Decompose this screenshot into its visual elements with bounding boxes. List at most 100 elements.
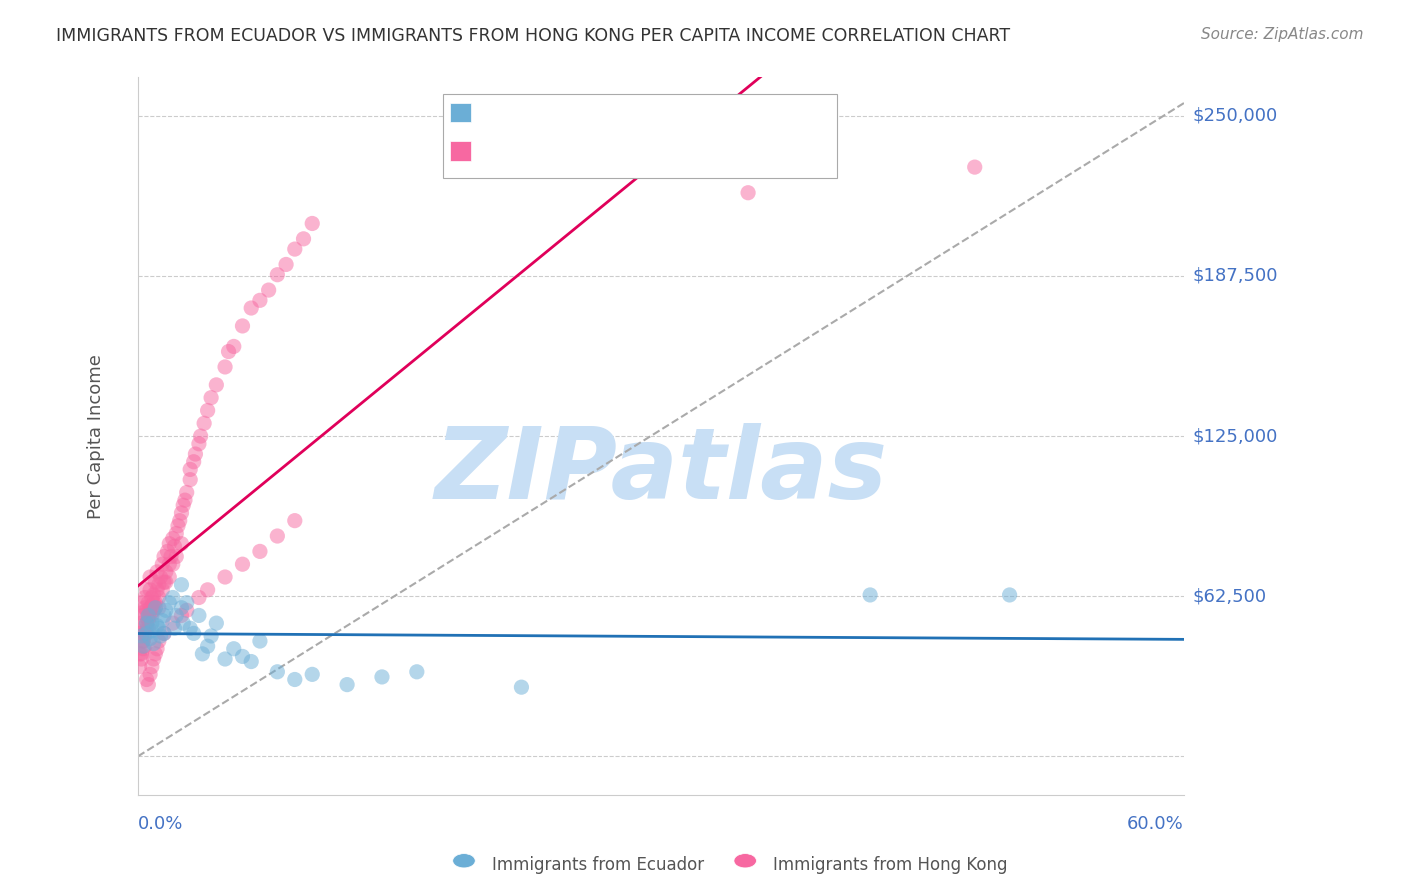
Text: IMMIGRANTS FROM ECUADOR VS IMMIGRANTS FROM HONG KONG PER CAPITA INCOME CORRELATI: IMMIGRANTS FROM ECUADOR VS IMMIGRANTS FR… [56, 27, 1011, 45]
Point [187, 591, 209, 605]
Point [134, 626, 156, 640]
Point [131, 647, 153, 661]
Point [184, 447, 207, 461]
Point [257, 283, 280, 297]
Point [172, 498, 194, 512]
Point [141, 591, 163, 605]
Point [142, 637, 165, 651]
Point [138, 678, 160, 692]
Point [240, 655, 263, 669]
Point [148, 621, 170, 635]
Point [142, 652, 165, 666]
Point [170, 537, 193, 551]
Point [134, 639, 156, 653]
Point [149, 629, 172, 643]
Point [162, 616, 184, 631]
Point [176, 485, 198, 500]
Point [146, 641, 169, 656]
Point [150, 558, 173, 572]
Point [135, 621, 157, 635]
Point [170, 608, 193, 623]
Point [163, 539, 186, 553]
Text: Immigrants from Ecuador: Immigrants from Ecuador [492, 856, 704, 874]
Point [138, 596, 160, 610]
Point [214, 570, 236, 584]
Point [179, 462, 201, 476]
Point [131, 596, 153, 610]
Point [139, 632, 162, 646]
Point [165, 549, 187, 564]
Point [176, 596, 198, 610]
Point [266, 529, 288, 543]
Point [371, 670, 394, 684]
Point [963, 160, 986, 174]
Point [132, 608, 155, 623]
Point [138, 614, 160, 628]
Point [132, 641, 155, 656]
Point [128, 659, 150, 673]
Point [131, 629, 153, 643]
Point [146, 565, 169, 579]
Point [190, 429, 212, 443]
Point [231, 558, 253, 572]
Point [174, 493, 197, 508]
Text: 0.0%: 0.0% [138, 815, 183, 833]
Point [160, 549, 183, 564]
Point [510, 680, 533, 694]
Point [148, 577, 170, 591]
Point [336, 678, 359, 692]
Point [292, 232, 315, 246]
Point [143, 647, 166, 661]
Point [162, 558, 184, 572]
Point [193, 417, 215, 431]
Point [143, 575, 166, 590]
Point [163, 621, 186, 635]
Point [146, 618, 169, 632]
Point [176, 603, 198, 617]
Point [135, 582, 157, 597]
Point [141, 616, 163, 631]
Point [134, 629, 156, 643]
Point [131, 616, 153, 631]
Point [156, 544, 179, 558]
Point [143, 600, 166, 615]
Point [142, 596, 165, 610]
Text: $125,000: $125,000 [1192, 427, 1278, 445]
Point [131, 606, 153, 620]
Point [155, 575, 177, 590]
Text: Immigrants from Hong Kong: Immigrants from Hong Kong [773, 856, 1008, 874]
Point [284, 673, 307, 687]
Point [197, 639, 219, 653]
Point [135, 616, 157, 631]
Point [157, 570, 180, 584]
Point [131, 652, 153, 666]
Point [139, 667, 162, 681]
Point [214, 652, 236, 666]
Point [132, 639, 155, 653]
Point [249, 634, 271, 648]
Point [284, 242, 307, 256]
Point [153, 626, 176, 640]
Point [162, 591, 184, 605]
Point [205, 377, 228, 392]
Point [191, 647, 214, 661]
Point [153, 575, 176, 590]
Point [141, 624, 163, 638]
Point [132, 621, 155, 635]
Point [231, 649, 253, 664]
Point [301, 667, 323, 681]
Point [405, 665, 427, 679]
Text: $250,000: $250,000 [1192, 107, 1278, 125]
Point [132, 634, 155, 648]
Point [139, 600, 162, 615]
Text: ZIPatlas: ZIPatlas [434, 424, 887, 520]
Point [170, 577, 193, 591]
Text: N = 111: N = 111 [605, 143, 675, 161]
Point [155, 565, 177, 579]
Point [266, 268, 288, 282]
Point [214, 359, 236, 374]
Point [148, 591, 170, 605]
Point [141, 659, 163, 673]
Point [155, 603, 177, 617]
Point [135, 616, 157, 631]
